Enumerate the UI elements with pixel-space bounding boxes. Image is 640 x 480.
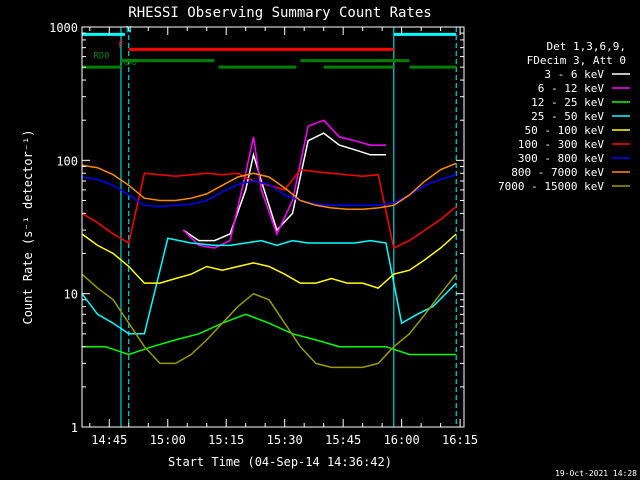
legend-entry-label: 6 - 12 keV — [538, 82, 605, 95]
legend-entry-label: 50 - 100 keV — [525, 124, 605, 137]
legend-header: Det 1,3,6,9, — [547, 40, 626, 53]
x-tick-label: 16:00 — [384, 433, 420, 447]
state-label-rd0: RD0 — [93, 52, 109, 62]
legend-entry-label: 12 - 25 keV — [531, 96, 604, 109]
y-tick-label: 10 — [64, 288, 78, 302]
chart-title: RHESSI Observing Summary Count Rates — [128, 5, 431, 21]
state-label-f: F — [118, 40, 123, 50]
x-axis-label: Start Time (04-Sep-14 14:36:42) — [168, 455, 392, 469]
y-axis-label: Count Rate (s⁻¹ detector⁻¹) — [21, 129, 35, 324]
y-tick-label: 1 — [71, 421, 78, 435]
x-tick-label: 15:00 — [150, 433, 186, 447]
series-line-2 — [82, 313, 457, 356]
x-tick-label: 15:30 — [267, 433, 303, 447]
x-tick-label: 14:45 — [91, 433, 127, 447]
legend-entry-label: 100 - 300 keV — [518, 138, 604, 151]
plot-frame — [81, 26, 465, 428]
footer-timestamp: 19-Oct-2021 14:28 — [555, 469, 637, 478]
series-line-7 — [81, 162, 457, 210]
x-tick-label: 15:15 — [208, 433, 244, 447]
legend-entry-label: 3 - 6 keV — [544, 68, 604, 81]
y-tick-label: 1000 — [49, 21, 78, 35]
state-label-rd6: RD6 — [121, 58, 137, 68]
x-axis: 14:45 15:00 15:15 15:30 15:45 16:00 16:15 — [89, 27, 478, 447]
plot-area: NFRD0RD6 — [81, 25, 457, 427]
legend-entry-label: 300 - 800 keV — [518, 152, 604, 165]
y-axis: 1 10 100 1000 — [49, 21, 464, 435]
series-line-4 — [81, 233, 457, 289]
series-line-6 — [81, 173, 457, 208]
y-tick-label: 100 — [56, 154, 78, 168]
legend-entry-label: 800 - 7000 keV — [511, 166, 604, 179]
series-line-3 — [81, 237, 457, 335]
legend-entry-label: 7000 - 15000 keV — [498, 180, 604, 193]
series-line-0 — [182, 132, 386, 242]
x-tick-label: 16:15 — [442, 433, 478, 447]
x-tick-label: 15:45 — [325, 433, 361, 447]
series-line-8 — [81, 273, 457, 369]
legend-header: FDecim 3, Att 0 — [527, 54, 626, 67]
legend-entry-label: 25 - 50 keV — [531, 110, 604, 123]
